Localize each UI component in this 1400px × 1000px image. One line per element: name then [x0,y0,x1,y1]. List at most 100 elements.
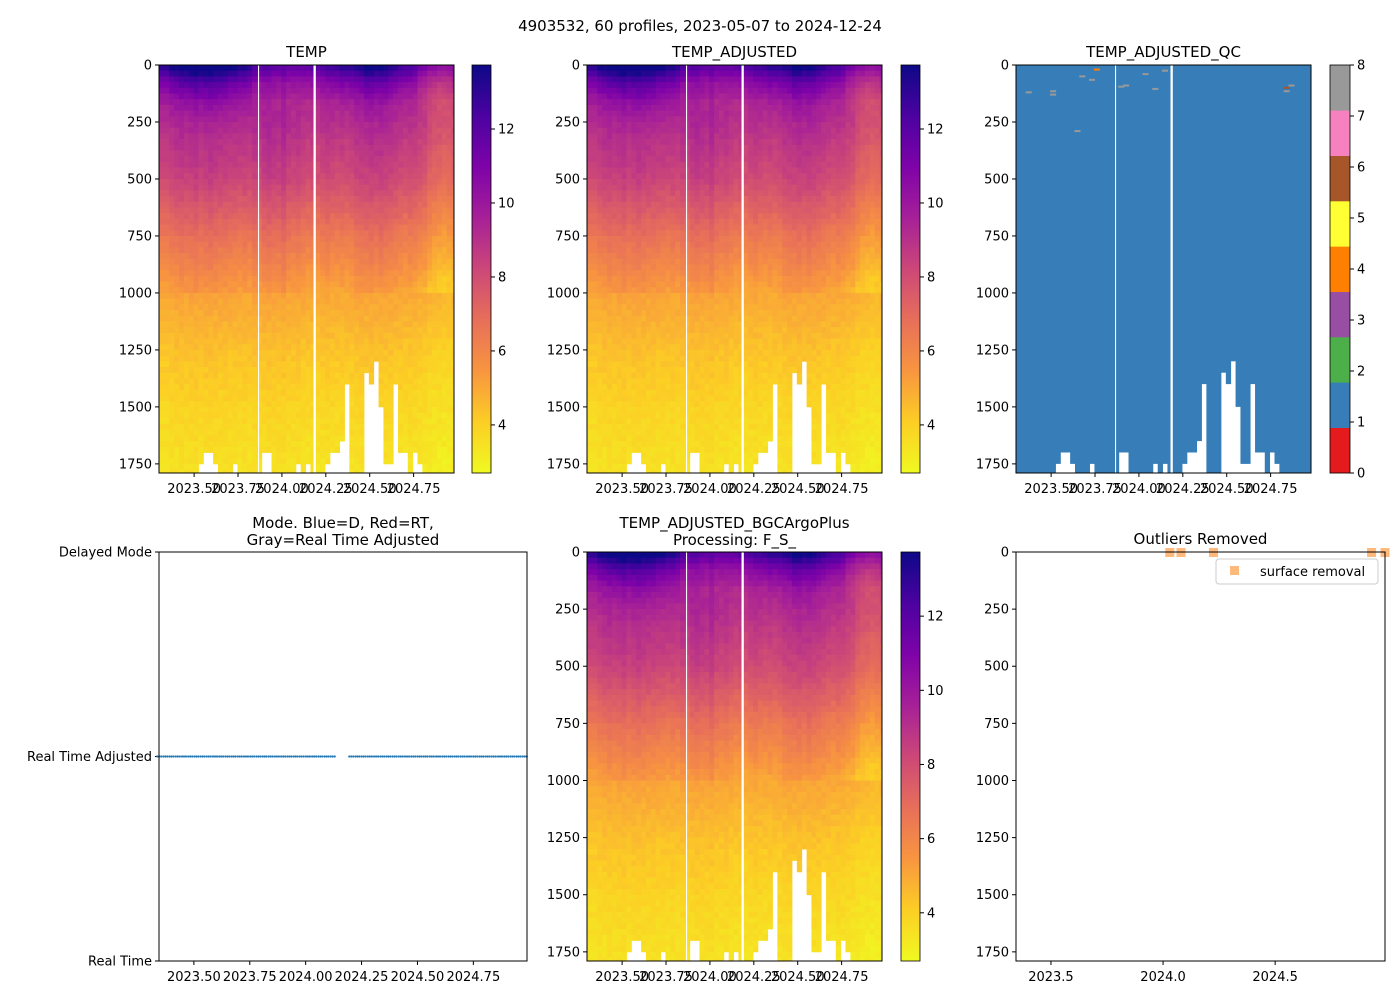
heatmap-cell [315,292,321,300]
heatmap-cell [159,401,170,408]
heatmap-cell [636,70,642,77]
heatmap-cell [349,184,355,191]
heatmap-cell [159,281,170,288]
heatmap-cell [359,378,365,385]
heatmap-cell [305,184,311,191]
heatmap-cell [417,327,423,334]
heatmap-cell [320,287,326,294]
heatmap-cell [616,70,623,77]
heatmap-cell [388,264,394,271]
heatmap-cell [169,150,175,157]
heatmap-cell [427,452,433,459]
heatmap-cell [446,184,452,191]
heatmap-cell [203,406,209,413]
heatmap-cell [261,401,268,408]
heatmap-cell [636,412,642,419]
heatmap-cell [631,235,637,243]
heatmap-cell [320,395,326,402]
heatmap-cell [641,446,647,453]
heatmap-cell [446,452,452,459]
y-tick-label: 250 [127,115,152,130]
heatmap-cell [383,99,389,106]
heatmap-cell [422,264,428,271]
heatmap-cell [607,389,613,396]
heatmap-cell [188,201,195,208]
heatmap-cell [183,201,190,208]
heatmap-cell [188,110,195,117]
heatmap-cell [368,70,375,77]
heatmap-cell [344,144,350,151]
heatmap-cell [432,190,438,197]
heatmap-cell [290,349,297,357]
heatmap-cell [256,384,263,391]
heatmap-cell [359,139,365,146]
heatmap-cell [436,321,443,328]
heatmap-cell [159,93,170,100]
heatmap-cell [422,178,428,186]
heatmap-cell [626,241,632,248]
heatmap-cell [310,395,316,402]
heatmap-cell [398,315,404,322]
heatmap-cell [344,218,350,225]
heatmap-cell [159,321,170,328]
heatmap-cell [329,104,336,111]
heatmap-cell [436,104,443,111]
heatmap-cell [363,213,370,220]
heatmap-cell [271,87,277,94]
heatmap-cell [252,213,258,220]
heatmap-cell [354,178,360,186]
heatmap-cell [281,452,287,459]
heatmap-cell [300,190,306,197]
heatmap-cell [179,332,185,339]
heatmap-cell [441,281,448,288]
heatmap-cell [295,429,302,436]
heatmap-cell [422,161,428,168]
heatmap-cell [363,338,370,345]
heatmap-cell [383,82,389,89]
heatmap-cell [198,395,204,402]
heatmap-cell [208,349,214,357]
heatmap-cell [402,258,409,265]
heatmap-cell [188,190,195,197]
heatmap-cell [174,281,180,288]
heatmap-cell [607,344,613,351]
heatmap-cell [222,412,229,419]
heatmap-cell [174,110,180,117]
heatmap-cell [237,270,243,277]
heatmap-cell [349,310,355,317]
heatmap-cell [252,361,258,368]
heatmap-cell [247,139,253,146]
heatmap-cell [334,287,341,294]
heatmap-cell [641,458,647,465]
heatmap-cell [247,241,253,248]
heatmap-cell [626,167,632,174]
heatmap-cell [359,133,365,140]
heatmap-cell [616,463,623,470]
heatmap-cell [325,207,331,214]
heatmap-cell [188,367,195,374]
heatmap-cell [432,76,438,83]
heatmap-cell [203,435,209,442]
heatmap-cell [300,173,306,180]
heatmap-cell [174,82,180,89]
heatmap-cell [325,435,331,442]
heatmap-cell [320,435,326,442]
heatmap-cell [222,156,229,163]
heatmap-cell [402,70,409,77]
heatmap-cell [383,218,389,225]
heatmap-cell [393,144,399,151]
heatmap-cell [587,207,598,214]
heatmap-cell [227,150,233,157]
heatmap-cell [193,298,199,305]
heatmap-cell [626,378,632,385]
heatmap-cell [300,281,306,288]
heatmap-cell [256,310,263,317]
heatmap-cell [252,441,258,448]
heatmap-cell [276,395,282,402]
heatmap-cell [368,253,375,260]
heatmap-cell [587,367,598,374]
heatmap-cell [359,224,365,231]
heatmap-cell [295,418,302,425]
heatmap-cell [383,287,389,294]
heatmap-cell [169,99,175,106]
